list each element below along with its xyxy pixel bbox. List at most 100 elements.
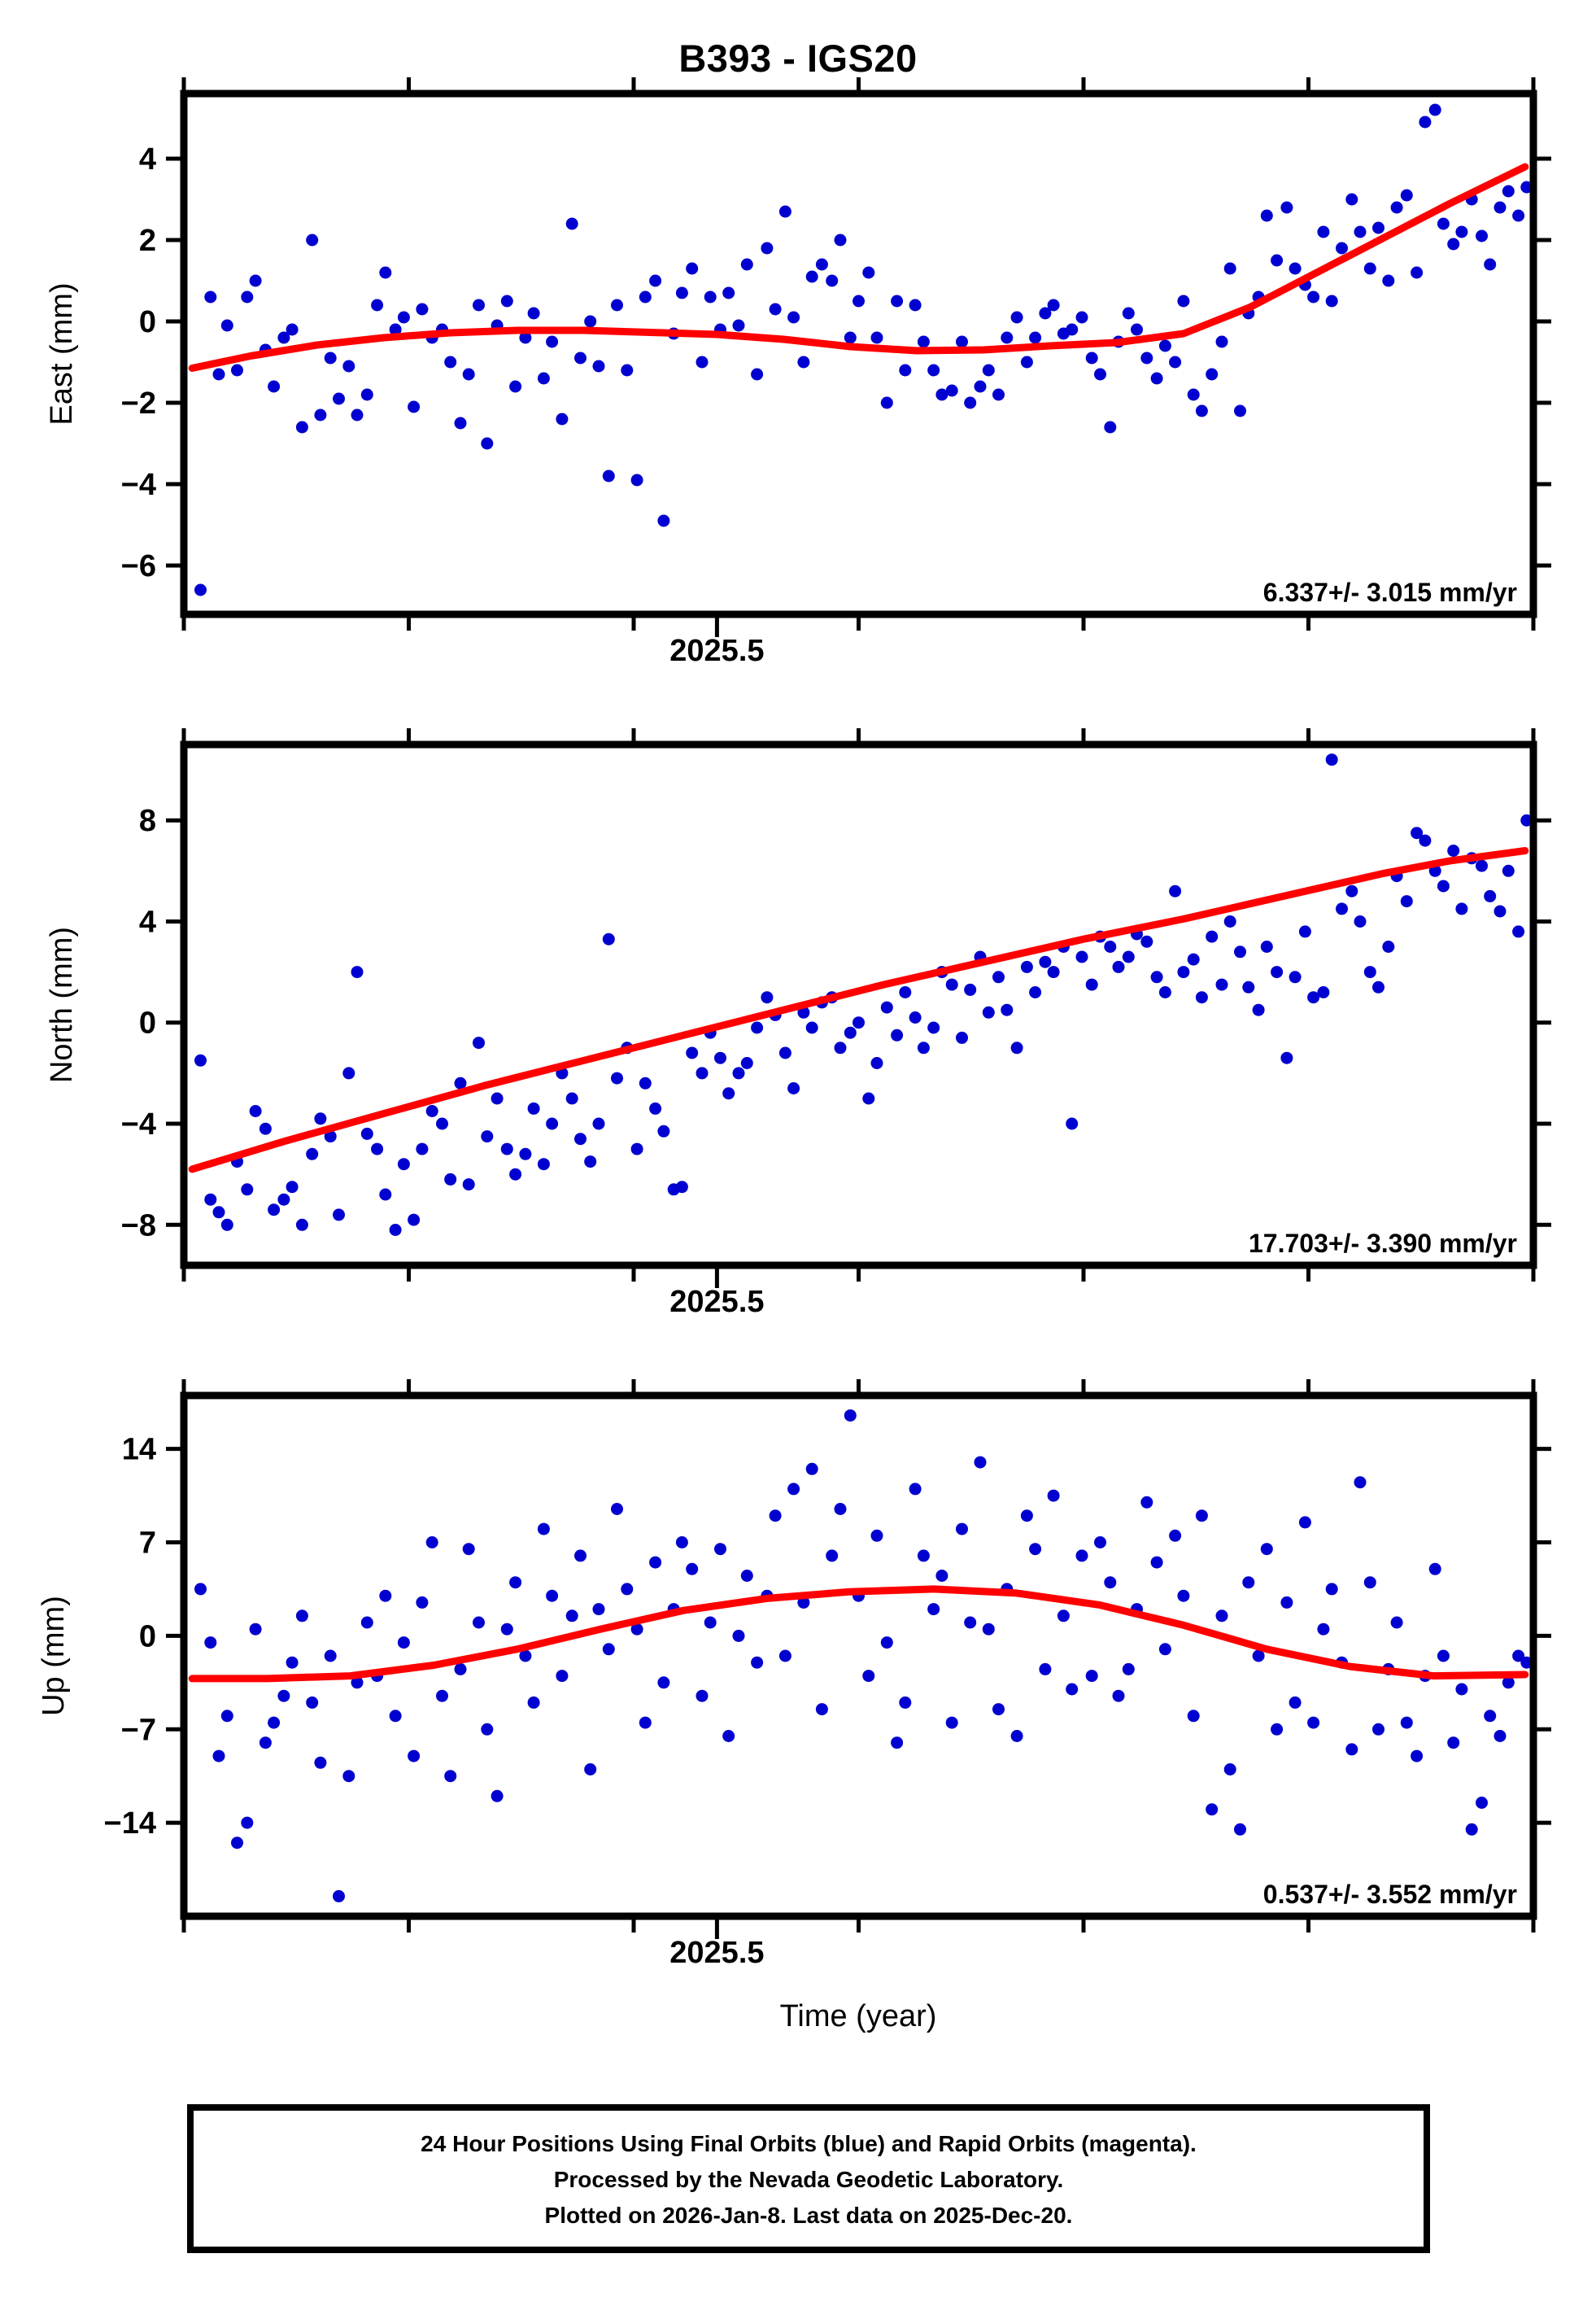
data-point — [909, 1011, 922, 1024]
data-point — [592, 1117, 605, 1130]
data-point — [611, 1503, 623, 1515]
data-point — [639, 290, 652, 304]
data-point — [870, 331, 883, 344]
data-point — [241, 1816, 254, 1829]
data-point — [500, 1622, 513, 1636]
data-point — [862, 1092, 875, 1105]
data-point — [204, 1193, 217, 1206]
data-point — [259, 1736, 272, 1749]
data-point — [964, 983, 977, 996]
data-point — [1158, 1643, 1171, 1656]
y-tick-label: 4 — [139, 142, 156, 177]
data-point — [675, 1536, 688, 1548]
data-point — [1307, 290, 1320, 304]
data-point — [1325, 295, 1338, 308]
data-point — [1411, 827, 1424, 840]
data-point — [491, 1789, 504, 1802]
data-point — [574, 352, 587, 365]
y-tick-label: −4 — [121, 468, 156, 502]
data-point — [231, 1837, 243, 1850]
data-point — [602, 469, 615, 483]
data-point — [1242, 1576, 1255, 1589]
data-point — [805, 1462, 818, 1475]
data-point — [509, 1168, 522, 1181]
scatter-series — [194, 103, 1530, 596]
data-point — [1307, 1716, 1320, 1729]
data-point — [1122, 1662, 1135, 1675]
data-point — [1411, 1749, 1424, 1762]
data-point — [880, 1636, 893, 1649]
data-point — [436, 1117, 448, 1130]
data-point — [1317, 225, 1330, 238]
data-point — [324, 1649, 337, 1662]
data-point — [425, 1536, 438, 1548]
data-point — [277, 1193, 290, 1206]
data-point — [389, 1710, 402, 1723]
data-point — [826, 274, 839, 287]
panel-north: 8 4 0 −4 −8 2025.5 North (mm) 17.703+/- 3.390 m… — [45, 728, 1551, 1319]
data-point — [797, 1596, 810, 1609]
data-point — [342, 1067, 355, 1080]
data-point — [462, 1178, 475, 1191]
y-tick-label: −2 — [121, 387, 156, 421]
data-point — [268, 1203, 281, 1216]
plot-frame — [180, 1391, 1537, 1920]
data-point — [249, 1622, 262, 1636]
data-point — [891, 1736, 904, 1749]
data-point — [1169, 884, 1182, 898]
data-point — [241, 290, 254, 304]
data-point — [1085, 352, 1098, 365]
data-point — [1112, 1689, 1125, 1702]
data-point — [324, 1130, 337, 1143]
data-point — [286, 1181, 299, 1194]
data-point — [1020, 356, 1033, 369]
data-point — [584, 315, 597, 328]
data-point — [509, 380, 522, 393]
data-point — [630, 474, 643, 487]
data-point — [917, 1549, 930, 1562]
data-point — [862, 1670, 875, 1683]
data-point — [935, 388, 948, 401]
data-point — [621, 364, 634, 377]
data-point — [1085, 1670, 1098, 1683]
data-point — [1215, 1609, 1228, 1622]
y-tick-label: 8 — [139, 804, 156, 838]
data-point — [1484, 258, 1497, 271]
data-point — [1325, 753, 1338, 766]
data-point — [732, 1067, 745, 1080]
data-point — [649, 1102, 662, 1115]
data-point — [1520, 814, 1530, 827]
data-point — [1215, 978, 1228, 991]
data-point — [1400, 1716, 1413, 1729]
data-point — [1354, 915, 1367, 928]
footer-group: 24 Hour Positions Using Final Orbits (bl… — [187, 2104, 1430, 2253]
data-point — [844, 1409, 857, 1422]
data-point — [500, 295, 513, 308]
data-point — [1447, 238, 1460, 251]
data-point — [880, 396, 893, 409]
data-point — [1455, 902, 1468, 915]
data-point — [379, 1589, 392, 1602]
data-point — [1363, 966, 1376, 979]
data-point — [1502, 864, 1515, 877]
data-point — [714, 1051, 726, 1064]
y-tick-label: −6 — [121, 549, 156, 583]
data-point — [1039, 307, 1052, 320]
data-point — [351, 1676, 364, 1689]
data-point — [592, 360, 605, 373]
data-point — [834, 1503, 847, 1515]
data-point — [416, 1596, 429, 1609]
data-point — [1177, 295, 1190, 308]
data-point — [1520, 181, 1530, 194]
data-point — [1252, 1649, 1265, 1662]
data-point — [249, 1105, 262, 1117]
data-point — [935, 1570, 948, 1582]
data-point — [657, 1125, 670, 1138]
x-axis-title: Time (year) — [780, 1999, 937, 2033]
data-point — [1195, 991, 1208, 1004]
data-point — [389, 323, 402, 336]
scatter-series — [194, 1409, 1530, 1902]
data-point — [1455, 1683, 1468, 1696]
y-axis-title: North (mm) — [45, 927, 79, 1083]
data-point — [220, 1710, 233, 1723]
